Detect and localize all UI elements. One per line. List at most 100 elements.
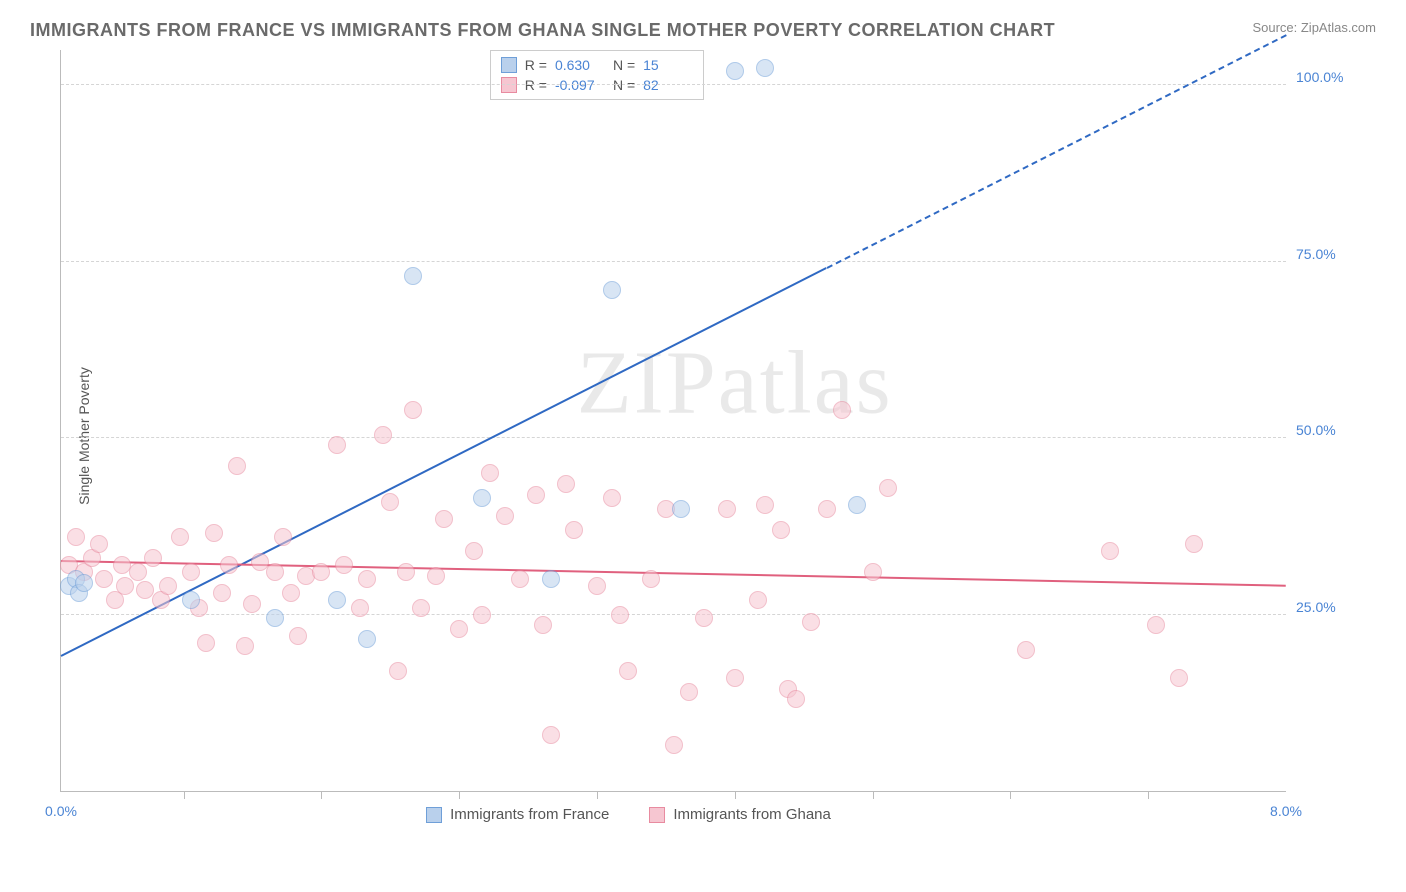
data-point-france [726,62,744,80]
data-point-ghana [749,591,767,609]
data-point-ghana [205,524,223,542]
legend-item-ghana: Immigrants from Ghana [649,806,831,823]
y-tick-label: 25.0% [1296,599,1366,615]
data-point-france [404,267,422,285]
gridline [61,437,1286,438]
data-point-ghana [213,584,231,602]
data-point-ghana [435,510,453,528]
data-point-ghana [67,528,85,546]
swatch-france-icon [426,807,442,823]
x-tick-label-left: 0.0% [45,803,77,819]
watermark: ZIPatlas [577,332,893,435]
trend-line [61,560,1286,587]
data-point-ghana [833,401,851,419]
data-point-ghana [116,577,134,595]
data-point-ghana [182,563,200,581]
x-tick [184,791,185,799]
legend-label-france: Immigrants from France [450,806,609,823]
data-point-ghana [450,620,468,638]
data-point-ghana [1170,669,1188,687]
data-point-ghana [129,563,147,581]
data-point-ghana [381,493,399,511]
scatter-plot: ZIPatlas R = 0.630 N = 15 R = -0.097 N =… [60,50,1286,792]
data-point-ghana [90,535,108,553]
data-point-ghana [312,563,330,581]
x-tick [873,791,874,799]
trend-line [61,267,828,657]
data-point-ghana [1147,616,1165,634]
data-point-ghana [95,570,113,588]
data-point-ghana [473,606,491,624]
data-point-ghana [557,475,575,493]
data-point-ghana [228,457,246,475]
source-value: ZipAtlas.com [1301,20,1376,35]
data-point-france [473,489,491,507]
data-point-ghana [171,528,189,546]
data-point-ghana [236,637,254,655]
y-tick-label: 75.0% [1296,246,1366,262]
data-point-ghana [542,726,560,744]
data-point-ghana [756,496,774,514]
data-point-ghana [565,521,583,539]
data-point-ghana [351,599,369,617]
data-point-ghana [527,486,545,504]
n-value-france: 15 [643,57,693,73]
data-point-ghana [496,507,514,525]
data-point-ghana [335,556,353,574]
data-point-ghana [374,426,392,444]
x-tick [459,791,460,799]
data-point-france [182,591,200,609]
data-point-ghana [864,563,882,581]
data-point-ghana [726,669,744,687]
data-point-ghana [243,595,261,613]
gridline [61,261,1286,262]
data-point-ghana [389,662,407,680]
data-point-france [75,574,93,592]
data-point-ghana [197,634,215,652]
data-point-ghana [588,577,606,595]
x-tick [735,791,736,799]
data-point-ghana [328,436,346,454]
data-point-france [542,570,560,588]
data-point-ghana [619,662,637,680]
series-legend: Immigrants from France Immigrants from G… [61,806,1196,823]
data-point-france [848,496,866,514]
data-point-ghana [534,616,552,634]
data-point-ghana [427,567,445,585]
data-point-ghana [879,479,897,497]
data-point-ghana [680,683,698,701]
data-point-ghana [665,736,683,754]
swatch-ghana-icon [649,807,665,823]
data-point-ghana [220,556,238,574]
chart-container: Single Mother Poverty ZIPatlas R = 0.630… [50,50,1376,822]
source-label: Source: ZipAtlas.com [1252,20,1376,35]
r-value-france: 0.630 [555,57,605,73]
data-point-ghana [1101,542,1119,560]
y-tick-label: 50.0% [1296,422,1366,438]
data-point-ghana [718,500,736,518]
data-point-ghana [772,521,790,539]
data-point-ghana [787,690,805,708]
data-point-ghana [274,528,292,546]
data-point-ghana [465,542,483,560]
x-tick [597,791,598,799]
x-tick-label-right: 8.0% [1270,803,1302,819]
data-point-ghana [397,563,415,581]
legend-item-france: Immigrants from France [426,806,609,823]
stats-legend: R = 0.630 N = 15 R = -0.097 N = 82 [490,50,704,100]
data-point-france [756,59,774,77]
data-point-ghana [282,584,300,602]
data-point-france [358,630,376,648]
y-tick-label: 100.0% [1296,69,1366,85]
data-point-ghana [695,609,713,627]
x-tick [1010,791,1011,799]
data-point-ghana [802,613,820,631]
data-point-ghana [289,627,307,645]
data-point-ghana [818,500,836,518]
trend-line [826,34,1286,269]
data-point-ghana [159,577,177,595]
legend-label-ghana: Immigrants from Ghana [673,806,831,823]
data-point-france [328,591,346,609]
data-point-ghana [511,570,529,588]
data-point-ghana [266,563,284,581]
